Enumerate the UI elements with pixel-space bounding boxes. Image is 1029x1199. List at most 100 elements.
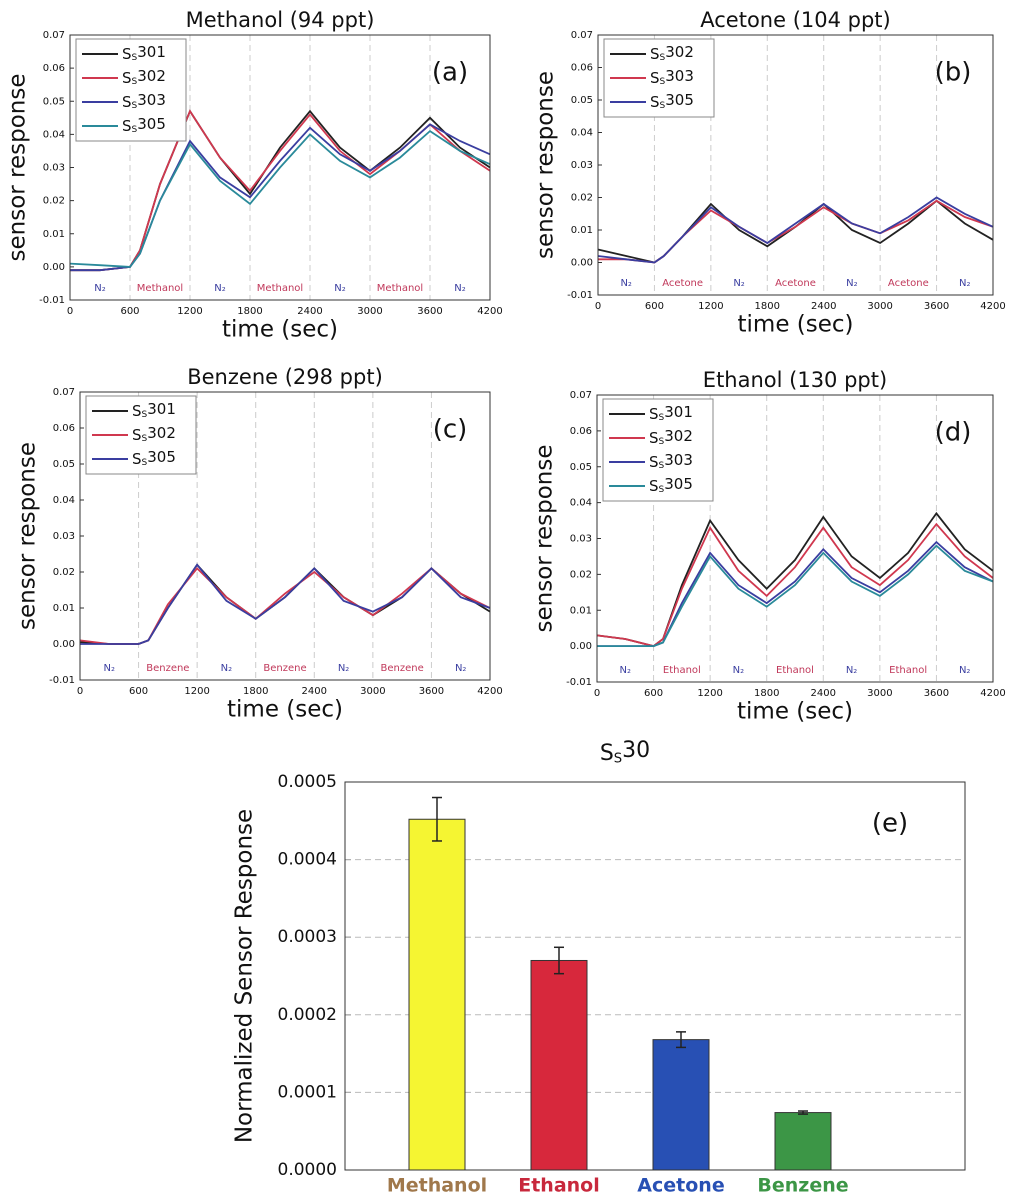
x-tick-label: 2400 (811, 688, 836, 699)
phase-label: N₂ (959, 278, 971, 289)
legend-label: SS305 (650, 90, 694, 110)
x-tick-label: Ethanol (518, 1175, 600, 1197)
x-tick-label: Benzene (757, 1175, 848, 1197)
panel-label: (a) (432, 58, 468, 88)
chart-title: Acetone (104 ppt) (700, 8, 891, 32)
x-tick-label: 1800 (754, 688, 779, 699)
phase-label: N₂ (733, 278, 745, 289)
error-bar (676, 1031, 686, 1049)
y-tick-label: 0.05 (43, 96, 65, 107)
plot-frame (597, 34, 994, 296)
y-tick-label: 0.00 (570, 641, 592, 652)
series-line (80, 563, 491, 645)
x-tick-label: 600 (644, 688, 663, 699)
y-tick-label: -0.01 (39, 295, 65, 306)
chart-title: SS30 (600, 738, 650, 767)
legend-label: SS305 (649, 474, 693, 494)
y-tick-label: 0.0004 (278, 850, 337, 870)
x-axis-label: time (sec) (737, 699, 853, 725)
phase-label: Methanol (257, 283, 303, 294)
y-tick-label: 0.05 (570, 462, 592, 473)
phase-label: Ethanol (889, 665, 927, 676)
phase-label: N₂ (94, 283, 106, 294)
series-line (79, 567, 491, 645)
x-tick-label: 3000 (357, 306, 382, 317)
y-tick-label: 0.01 (43, 229, 65, 240)
y-tick-label: -0.01 (566, 677, 592, 688)
y-tick-label: 0.07 (570, 390, 592, 401)
y-axis-label: sensor response (532, 445, 558, 633)
y-tick-label: 0.04 (571, 128, 593, 139)
error-bar (798, 1110, 808, 1115)
y-tick-label: 0.06 (53, 423, 75, 434)
y-tick-label: 0.05 (53, 459, 75, 470)
phase-label: N₂ (846, 665, 858, 676)
y-tick-label: 0.05 (571, 95, 593, 106)
plot-frame (79, 391, 491, 681)
phase-label: N₂ (733, 665, 745, 676)
bar (774, 1112, 832, 1171)
y-axis-label: sensor response (15, 442, 41, 630)
x-tick-label: 600 (129, 686, 148, 697)
legend-label: SS301 (132, 399, 176, 419)
y-tick-label: -0.01 (49, 675, 75, 686)
y-tick-label: 0.03 (570, 534, 592, 545)
x-axis-label: time (sec) (738, 312, 854, 338)
y-tick-label: 0.03 (571, 160, 593, 171)
y-tick-label: 0.02 (570, 569, 592, 580)
legend-label: SS303 (122, 90, 166, 110)
y-tick-label: 0.0003 (278, 927, 337, 947)
bar (652, 1039, 710, 1171)
chart-title: Benzene (298 ppt) (187, 365, 383, 389)
x-axis-label: time (sec) (222, 317, 338, 343)
legend-label: SS302 (122, 66, 166, 86)
y-tick-label: 0.06 (571, 63, 593, 74)
x-tick-label: 2400 (297, 306, 322, 317)
plot-frame (596, 394, 994, 683)
y-tick-label: 0.06 (570, 426, 592, 437)
x-tick-label: 0 (594, 688, 600, 699)
y-tick-label: 0.04 (570, 498, 592, 509)
x-tick-label: 1800 (755, 301, 780, 312)
legend-label: SS301 (122, 42, 166, 62)
y-tick-label: 0.04 (53, 495, 75, 506)
y-tick-label: 0.01 (571, 225, 593, 236)
series-line (596, 522, 994, 648)
x-tick-label: 1200 (177, 306, 202, 317)
y-tick-label: 0.02 (43, 196, 65, 207)
phase-label: Acetone (888, 278, 929, 289)
y-tick-label: 0.01 (53, 603, 75, 614)
x-tick-label: 3600 (417, 306, 442, 317)
panel-label: (d) (935, 418, 972, 448)
y-axis-label: Normalized Sensor Response (232, 809, 258, 1143)
legend-label: SS303 (649, 450, 693, 470)
y-tick-label: 0.00 (571, 258, 593, 269)
y-tick-label: 0.04 (43, 129, 65, 140)
x-tick-label: 1200 (698, 301, 723, 312)
phase-label: N₂ (334, 283, 346, 294)
x-tick-label: 3000 (867, 301, 892, 312)
y-tick-label: 0.07 (571, 30, 593, 41)
y-tick-label: 0.01 (570, 605, 592, 616)
y-tick-label: 0.00 (43, 262, 65, 273)
x-tick-label: 4200 (477, 306, 502, 317)
legend-box (75, 38, 187, 142)
y-tick-label: 0.07 (43, 30, 65, 41)
panel-label: (c) (433, 415, 468, 445)
x-tick-label: 3600 (419, 686, 444, 697)
phase-label: N₂ (214, 283, 226, 294)
error-bar (432, 796, 442, 842)
phase-label: Ethanol (776, 665, 814, 676)
y-axis-label: sensor response (533, 71, 559, 259)
x-tick-label: 2400 (302, 686, 327, 697)
legend-label: SS302 (132, 423, 176, 443)
x-tick-label: 0 (595, 301, 601, 312)
legend-label: SS302 (650, 42, 694, 62)
x-tick-label: 2400 (811, 301, 836, 312)
y-tick-label: 0.02 (53, 567, 75, 578)
legend-label: SS305 (122, 114, 166, 134)
y-tick-label: 0.02 (571, 193, 593, 204)
phase-label: N₂ (620, 278, 632, 289)
plot-frame (344, 781, 966, 1171)
